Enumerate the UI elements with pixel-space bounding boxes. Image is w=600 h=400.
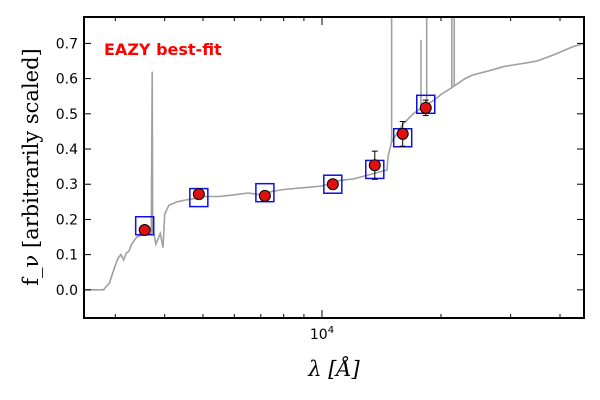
observed-point bbox=[396, 127, 409, 140]
y-tick-label: 0.5 bbox=[56, 107, 78, 123]
annotation-label: EAZY best-fit bbox=[104, 40, 222, 59]
y-tick-label: 0.1 bbox=[56, 248, 78, 264]
y-tick-label: 0.3 bbox=[56, 177, 78, 193]
y-tick-label: 0.6 bbox=[56, 72, 78, 88]
markers-layer bbox=[134, 94, 436, 236]
y-tick-label: 0.2 bbox=[56, 212, 78, 228]
ticks-layer: 0.0 0.1 0.2 0.3 0.4 0.5 0.6 0.7 104 bbox=[56, 17, 584, 343]
observed-point bbox=[192, 188, 205, 201]
plot-frame bbox=[83, 16, 585, 319]
y-tick-label: 0.0 bbox=[56, 283, 78, 299]
observed-point bbox=[368, 159, 381, 172]
y-tick-label: 0.4 bbox=[56, 142, 78, 158]
observed-point bbox=[326, 178, 339, 191]
x-tick-label: 104 bbox=[310, 325, 334, 343]
model-photometry-box bbox=[323, 174, 343, 194]
observed-point bbox=[419, 101, 432, 114]
observed-point bbox=[258, 189, 271, 202]
y-axis-label: f_ν [arbitrarily scaled] bbox=[19, 48, 43, 285]
plot-background bbox=[84, 17, 584, 318]
observed-point bbox=[138, 223, 151, 236]
x-axis-label: λ [Å] bbox=[307, 356, 360, 381]
y-tick-label: 0.7 bbox=[56, 36, 78, 52]
